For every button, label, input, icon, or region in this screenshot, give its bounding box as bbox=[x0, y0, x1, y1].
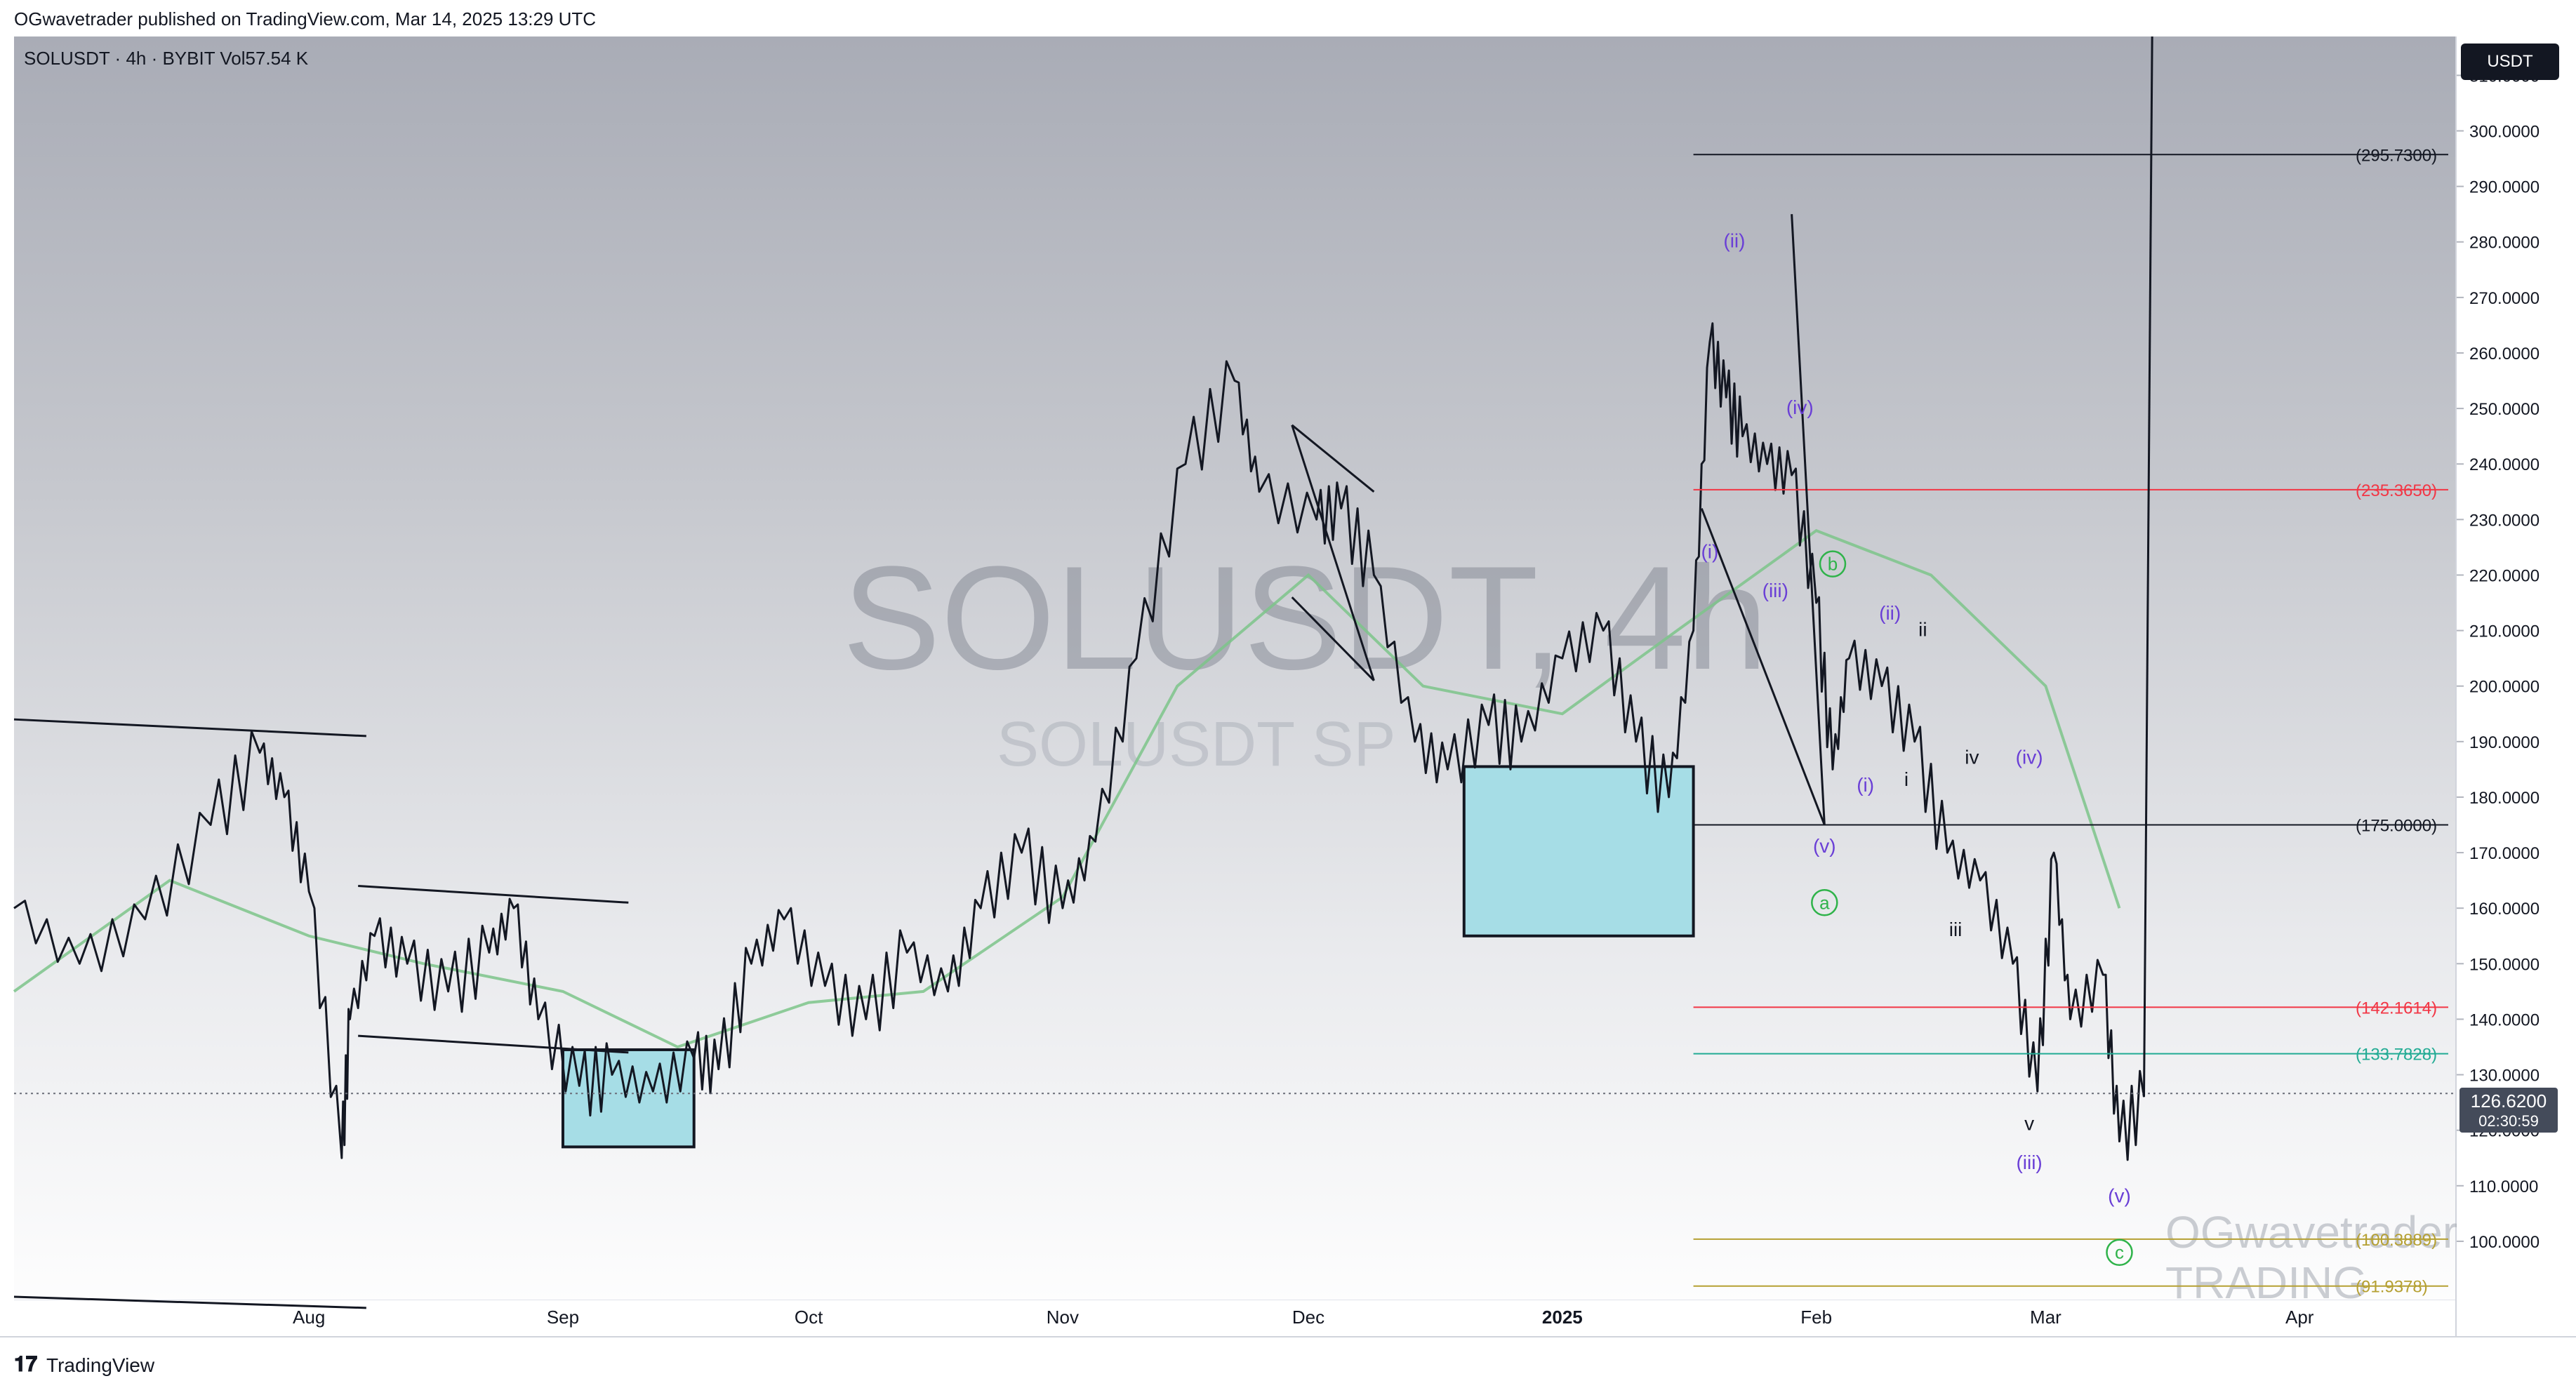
symbol-watermark: SOLUSDT, 4h bbox=[842, 535, 1768, 700]
footer-bar: 𝟏𝟕 TradingView bbox=[0, 1336, 2576, 1388]
currency-button[interactable]: USDT bbox=[2461, 44, 2559, 80]
symbol-info-legend[interactable]: SOLUSDT · 4h · BYBIT Vol57.54 K bbox=[24, 48, 309, 69]
tradingview-logo-icon[interactable]: 𝟏𝟕 bbox=[14, 1353, 38, 1376]
tradingview-logo-text[interactable]: TradingView bbox=[46, 1354, 155, 1376]
bar-countdown: 02:30:59 bbox=[2478, 1112, 2539, 1130]
time-axis[interactable] bbox=[14, 1300, 2455, 1337]
symbol-watermark-sub: SOLUSDT SP bbox=[997, 709, 1396, 780]
last-price-value: 126.6200 bbox=[2470, 1090, 2547, 1112]
author-watermark-line1: OGwavetrader bbox=[2165, 1207, 2458, 1257]
last-price-tag: 126.6200 02:30:59 bbox=[2459, 1088, 2558, 1133]
author-watermark-line2: TRADING bbox=[2165, 1257, 2368, 1308]
chart-header: OGwavetrader published on TradingView.co… bbox=[0, 0, 2576, 36]
author-watermark: OGwavetrader TRADING bbox=[2165, 1207, 2457, 1308]
publisher-text: OGwavetrader published on TradingView.co… bbox=[14, 8, 597, 29]
price-axis[interactable] bbox=[2457, 36, 2576, 1336]
